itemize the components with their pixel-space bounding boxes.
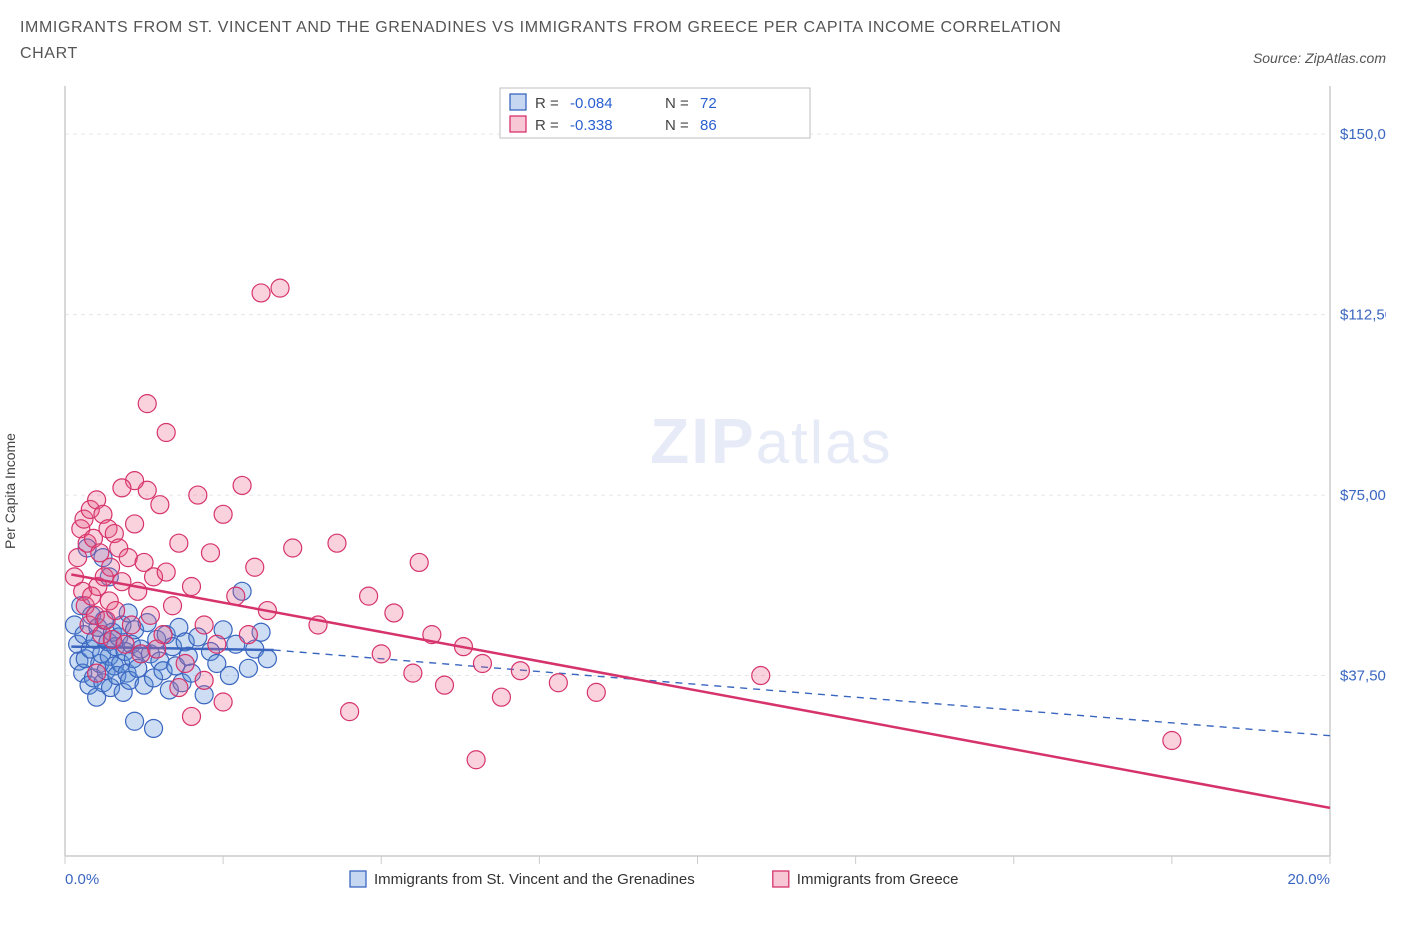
data-point	[1163, 732, 1181, 750]
data-point	[126, 712, 144, 730]
data-point	[157, 563, 175, 581]
data-point	[385, 604, 403, 622]
y-tick-label: $150,000	[1340, 126, 1386, 143]
data-point	[214, 506, 232, 524]
data-point	[183, 708, 201, 726]
data-point	[189, 486, 207, 504]
data-point	[360, 587, 378, 605]
data-point	[195, 616, 213, 634]
data-point	[164, 597, 182, 615]
legend-n-value: 86	[700, 117, 717, 134]
data-point	[239, 626, 257, 644]
data-point	[119, 549, 137, 567]
data-point	[284, 539, 302, 557]
data-point	[246, 558, 264, 576]
legend-swatch	[510, 94, 526, 110]
legend-n-value: 72	[700, 95, 717, 112]
data-point	[467, 751, 485, 769]
data-point	[549, 674, 567, 692]
data-point	[88, 664, 106, 682]
y-axis-label: Per Capita Income	[2, 433, 18, 549]
data-point	[258, 650, 276, 668]
data-point	[436, 676, 454, 694]
data-point	[214, 693, 232, 711]
legend-n-label: N =	[665, 117, 689, 134]
legend-r-label: R =	[535, 117, 559, 134]
source-label: Source: ZipAtlas.com	[1253, 50, 1386, 66]
data-point	[113, 479, 131, 497]
data-point	[116, 635, 134, 653]
data-point	[195, 672, 213, 690]
y-tick-label: $37,500	[1340, 668, 1386, 685]
data-point	[271, 279, 289, 297]
data-point	[227, 587, 245, 605]
data-point	[328, 534, 346, 552]
y-tick-label: $75,000	[1340, 487, 1386, 504]
legend-swatch	[350, 871, 366, 887]
data-point	[410, 554, 428, 572]
data-point	[132, 645, 150, 663]
data-point	[220, 667, 238, 685]
data-point	[208, 635, 226, 653]
legend-series-name: Immigrants from Greece	[797, 871, 959, 888]
data-point	[138, 395, 156, 413]
data-point	[404, 664, 422, 682]
data-point	[176, 655, 194, 673]
data-point	[183, 578, 201, 596]
data-point	[233, 477, 251, 495]
chart-container: Per Capita Income ZIPatlas $37,500$75,00…	[20, 76, 1386, 906]
scatter-chart: $37,500 $75,000 $112,500 $150,000 0.0% 20.0% R…	[20, 76, 1386, 906]
data-point	[170, 679, 188, 697]
data-point	[141, 607, 159, 625]
legend-n-label: N =	[665, 95, 689, 112]
legend-swatch	[773, 871, 789, 887]
data-point	[372, 645, 390, 663]
y-tick-label: $112,500	[1340, 307, 1386, 324]
data-point	[157, 424, 175, 442]
legend-r-label: R =	[535, 95, 559, 112]
data-point	[154, 626, 172, 644]
data-point	[151, 496, 169, 514]
data-point	[587, 684, 605, 702]
x-tick-label-max: 20.0%	[1287, 871, 1330, 888]
data-point	[752, 667, 770, 685]
data-point	[201, 544, 219, 562]
data-point	[122, 616, 140, 634]
legend-series-name: Immigrants from St. Vincent and the Gren…	[374, 871, 695, 888]
data-point	[126, 515, 144, 533]
data-point	[252, 284, 270, 302]
data-point	[492, 688, 510, 706]
legend-r-value: -0.084	[570, 95, 613, 112]
data-point	[341, 703, 359, 721]
legend-swatch	[510, 116, 526, 132]
data-point	[473, 655, 491, 673]
trend-line	[71, 575, 1330, 808]
data-point	[145, 720, 163, 738]
data-point	[107, 602, 125, 620]
data-point	[170, 534, 188, 552]
data-point	[239, 660, 257, 678]
chart-title: IMMIGRANTS FROM ST. VINCENT AND THE GREN…	[20, 15, 1120, 66]
legend-r-value: -0.338	[570, 117, 613, 134]
trend-line-extension	[274, 650, 1330, 736]
x-tick-label-min: 0.0%	[65, 871, 99, 888]
data-point	[511, 662, 529, 680]
